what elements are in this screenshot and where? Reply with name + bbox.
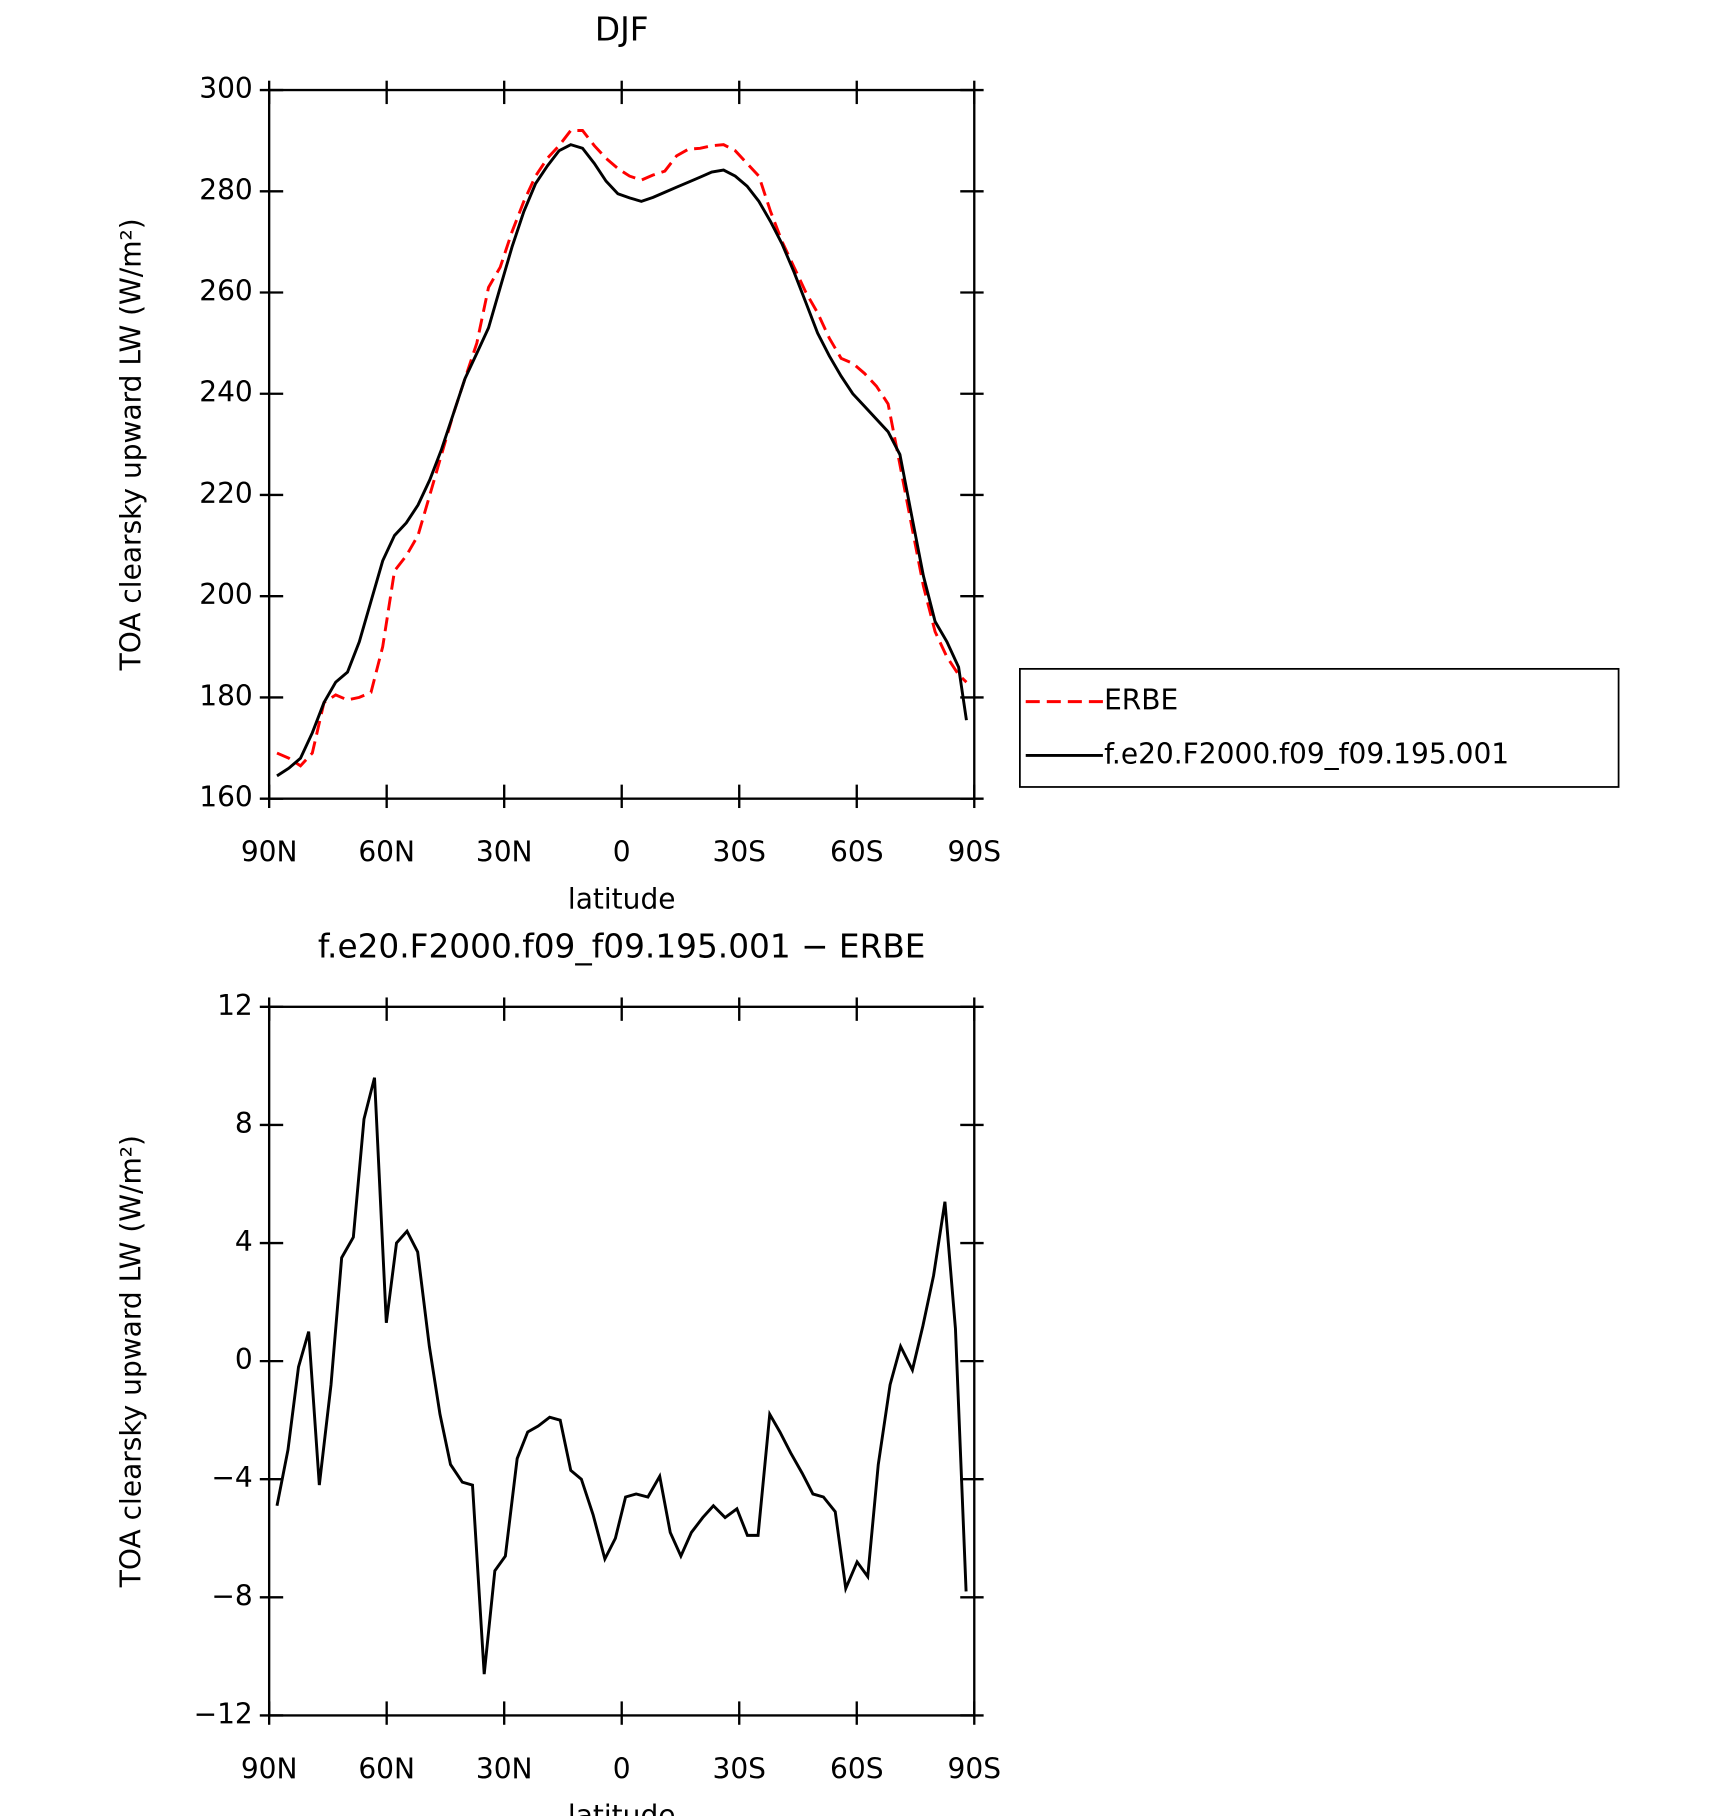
x-tick-label: 30S (712, 1752, 766, 1785)
legend-label: f.e20.F2000.f09_f09.195.001 (1104, 737, 1509, 770)
x-tick-label: 30S (712, 836, 766, 869)
x-tick-label: 0 (613, 1752, 631, 1785)
y-axis-label: TOA clearsky upward LW (W/m²) (114, 218, 147, 671)
x-tick-label: 30N (476, 1752, 533, 1785)
y-tick-label: −12 (194, 1697, 253, 1730)
y-axis-label: TOA clearsky upward LW (W/m²) (114, 1135, 147, 1588)
x-tick-label: 90N (241, 1752, 298, 1785)
y-tick-label: 240 (199, 376, 253, 409)
data-line (275, 1077, 968, 1675)
y-tick-label: 0 (235, 1343, 253, 1376)
y-tick-label: 280 (199, 173, 253, 206)
chart-title: f.e20.F2000.f09_f09.195.001 − ERBE (318, 927, 926, 965)
x-tick-label: 60S (830, 1752, 884, 1785)
y-tick-label: 180 (199, 679, 253, 712)
x-tick-label: 0 (613, 836, 631, 869)
legend-box (1019, 667, 1620, 788)
y-tick-label: 220 (199, 477, 253, 510)
legend-label: ERBE (1104, 684, 1178, 717)
y-tick-label: 160 (199, 781, 253, 814)
y-tick-label: −4 (211, 1461, 252, 1494)
x-tick-label: 60N (358, 1752, 415, 1785)
chart-title: DJF (595, 11, 649, 49)
x-tick-label: 60N (358, 836, 415, 869)
y-tick-label: 4 (235, 1225, 253, 1258)
y-tick-label: 8 (235, 1107, 253, 1140)
y-tick-label: 12 (217, 989, 253, 1022)
x-tick-label: 60S (830, 836, 884, 869)
x-tick-label: 90S (948, 836, 1002, 869)
y-tick-label: 260 (199, 275, 253, 308)
data-line (276, 129, 968, 768)
x-tick-label: 90N (241, 836, 298, 869)
y-tick-label: 300 (199, 72, 253, 105)
x-axis-label: latitude (568, 1799, 676, 1816)
data-line (276, 143, 968, 778)
x-tick-label: 30N (476, 836, 533, 869)
y-tick-label: 200 (199, 578, 253, 611)
x-tick-label: 90S (948, 1752, 1002, 1785)
y-tick-label: −8 (211, 1579, 252, 1612)
x-axis-label: latitude (568, 882, 676, 915)
